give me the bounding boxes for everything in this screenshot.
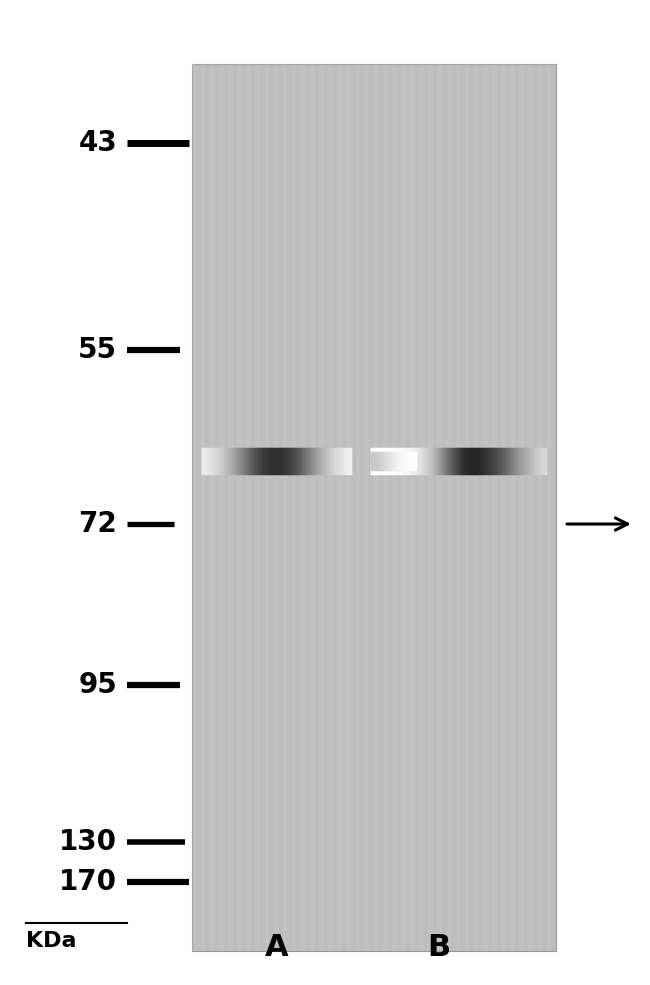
Bar [547,64,551,951]
Bar [465,64,469,951]
Bar [387,64,392,951]
Bar [269,64,274,951]
Bar [374,64,378,951]
Bar [233,64,237,951]
Bar [501,64,506,951]
Bar [205,64,210,951]
Bar [442,64,447,951]
Bar [210,64,215,951]
Bar [201,64,205,951]
Bar [524,64,528,951]
Bar [474,64,478,951]
Bar [292,64,296,951]
Bar [301,64,305,951]
Bar [296,64,301,951]
Bar [437,64,442,951]
Bar [447,64,451,951]
Bar [265,64,269,951]
Bar [456,64,460,951]
Bar [483,64,488,951]
Bar [219,64,224,951]
Bar [369,64,374,951]
Bar [260,64,265,951]
Bar [310,64,315,951]
Bar [383,64,387,951]
Text: B: B [427,933,450,962]
Bar [378,64,383,951]
Text: 72: 72 [78,510,117,538]
Bar [228,64,233,951]
Bar [192,64,556,951]
Bar [515,64,519,951]
Text: 95: 95 [78,671,117,698]
Bar [410,64,415,951]
Bar [506,64,510,951]
Text: 170: 170 [59,868,117,895]
Bar [488,64,492,951]
Bar [342,64,346,951]
Text: 130: 130 [59,828,117,856]
Bar [274,64,278,951]
Text: 55: 55 [78,336,117,363]
Bar [497,64,501,951]
Bar [469,64,474,951]
Bar [428,64,433,951]
Bar [478,64,483,951]
Bar [283,64,287,951]
Bar [510,64,515,951]
Text: KDa: KDa [26,931,77,951]
Bar [237,64,242,951]
Bar [415,64,419,951]
Bar [492,64,497,951]
Bar [406,64,410,951]
Text: A: A [265,933,288,962]
Bar [192,64,196,951]
Bar [519,64,524,951]
Bar [365,64,369,951]
Bar [278,64,283,951]
Bar [306,64,310,951]
Bar [356,64,360,951]
Bar [538,64,542,951]
Bar [460,64,465,951]
Bar [424,64,428,951]
Bar [419,64,424,951]
Text: 43: 43 [78,129,117,157]
Bar [351,64,356,951]
Bar [246,64,251,951]
Bar [328,64,333,951]
Bar [360,64,365,951]
Bar [255,64,260,951]
Bar [287,64,292,951]
Bar [451,64,456,951]
Bar [551,64,556,951]
Bar [396,64,401,951]
Bar [392,64,396,951]
Bar [542,64,547,951]
Bar [433,64,437,951]
Bar [533,64,538,951]
Bar [333,64,337,951]
Bar [251,64,255,951]
Bar [346,64,351,951]
Bar [224,64,228,951]
Bar [337,64,342,951]
Bar [196,64,201,951]
Bar [319,64,324,951]
Bar [528,64,533,951]
Bar [324,64,328,951]
Bar [315,64,319,951]
Bar [214,64,219,951]
Bar [401,64,406,951]
Bar [242,64,246,951]
